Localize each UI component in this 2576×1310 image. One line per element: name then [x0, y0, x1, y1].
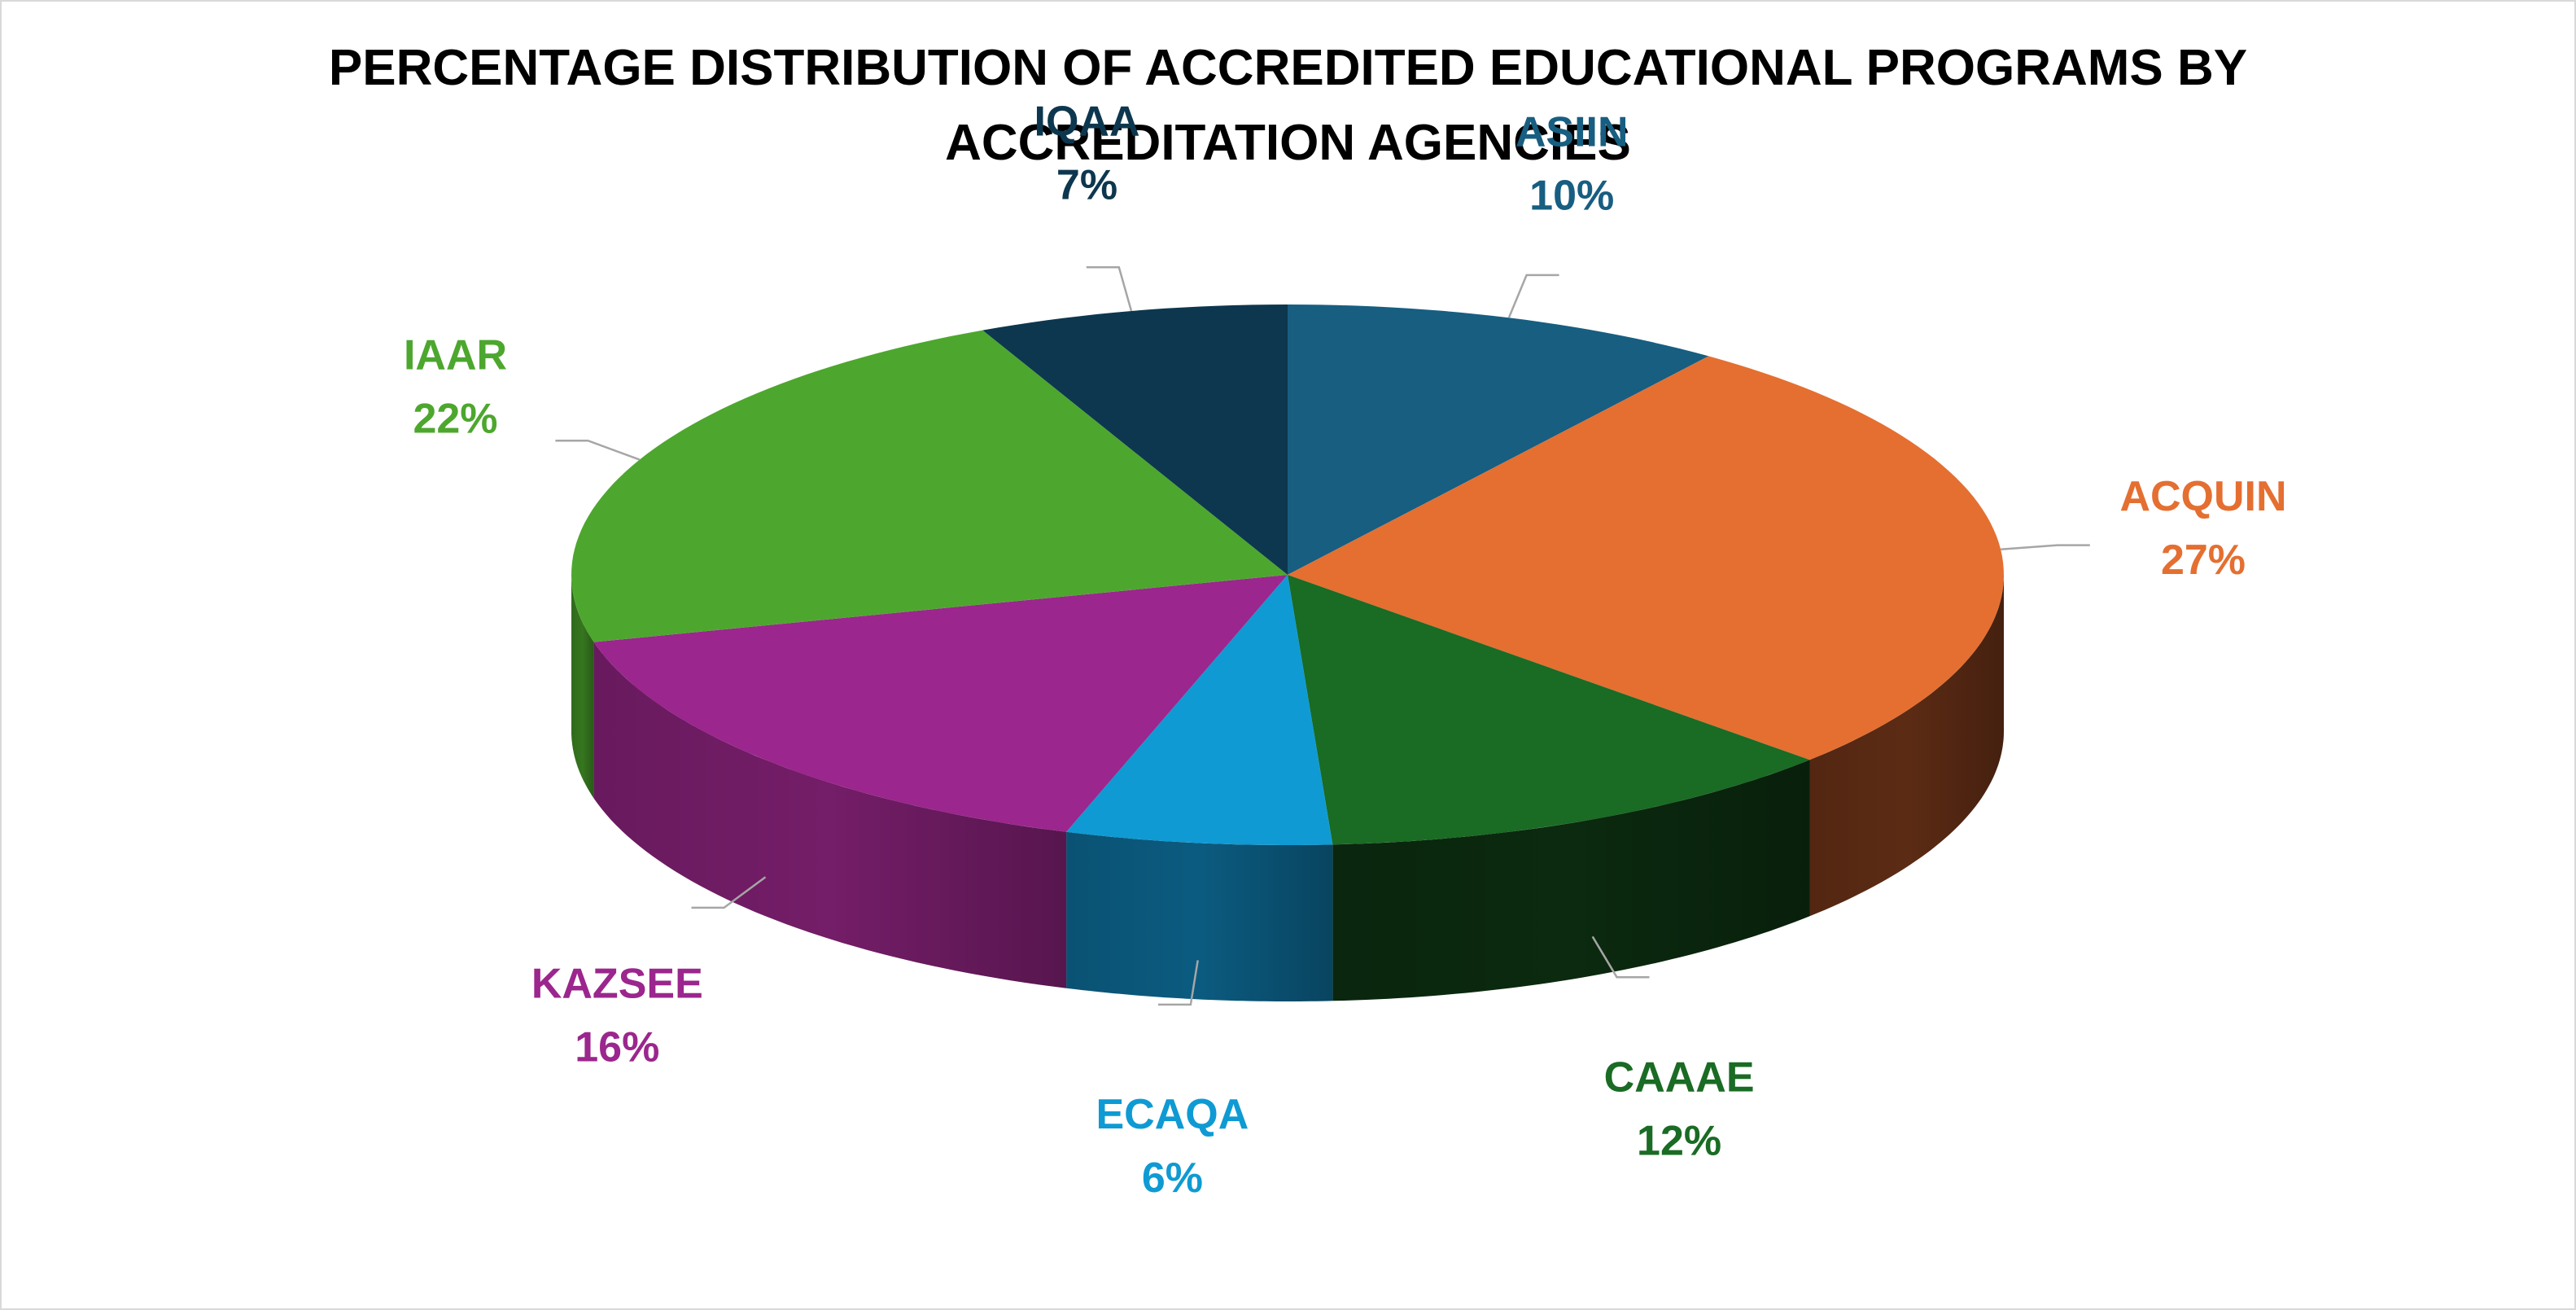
leader-line-iaar: [555, 439, 641, 461]
pie-side-kazsee-shade: [593, 642, 1067, 988]
leader-line-asiin: [1507, 274, 1559, 318]
chart-title: PERCENTAGE DISTRIBUTION OF ACCREDITED ED…: [0, 31, 2576, 181]
pie-slice-acquin: [1288, 356, 2004, 760]
data-label-acquin-name: ACQUIN: [2119, 473, 2286, 520]
pie-slice-ecaqa: [1066, 575, 1333, 845]
data-label-iaar-name: IAAR: [404, 332, 507, 379]
data-label-ecaqa-value: 6%: [1142, 1154, 1203, 1202]
pie-side-caaae-shade: [1332, 760, 1810, 1001]
leader-line-ecaqa: [1157, 960, 1199, 1006]
pie-slice-kazsee: [593, 575, 1288, 832]
data-label-asiin-name: ASIIN: [1515, 109, 1629, 156]
leader-lines: [555, 266, 2090, 1006]
data-label-iqaa-value: 7%: [1056, 162, 1117, 209]
data-labels: ASIIN 10% ACQUIN 27% CAAAE 12% ECAQA 6% KAZSEE 16…: [404, 99, 2287, 1202]
data-label-caaae-value: 12%: [1637, 1117, 1721, 1164]
pie-side-iaar-shade: [571, 575, 594, 799]
pie-slice-iqaa: [982, 304, 1288, 575]
pie-sides: [571, 575, 2004, 1001]
data-label-iaar-value: 22%: [413, 396, 497, 443]
data-label-acquin-value: 27%: [2161, 537, 2246, 584]
chart-title-line-1: PERCENTAGE DISTRIBUTION OF ACCREDITED ED…: [328, 40, 2248, 96]
data-label-kazsee-name: KAZSEE: [531, 960, 703, 1007]
pie-side-acquin-shade: [1809, 575, 2004, 917]
leader-line-caaae: [1591, 935, 1650, 979]
pie-side-ecaqa-shade: [1066, 831, 1333, 1001]
pie-tops: [571, 304, 2004, 845]
data-label-asiin-value: 10%: [1529, 173, 1614, 220]
chart-title-line-2: ACCREDITATION AGENCIES: [945, 115, 1631, 171]
leader-line-iqaa: [1086, 266, 1133, 312]
leader-line-kazsee: [691, 876, 767, 909]
data-label-iqaa-name: IQAA: [1034, 99, 1140, 146]
data-label-caaae-name: CAAAE: [1604, 1054, 1755, 1101]
pie-slice-iaar: [571, 330, 1288, 642]
pie-slice-caaae: [1288, 575, 1810, 845]
data-label-ecaqa-name: ECAQA: [1096, 1091, 1249, 1138]
leader-line-acquin: [2001, 544, 2090, 551]
pie-slice-asiin: [1288, 304, 1709, 575]
data-label-kazsee-value: 16%: [575, 1023, 659, 1071]
